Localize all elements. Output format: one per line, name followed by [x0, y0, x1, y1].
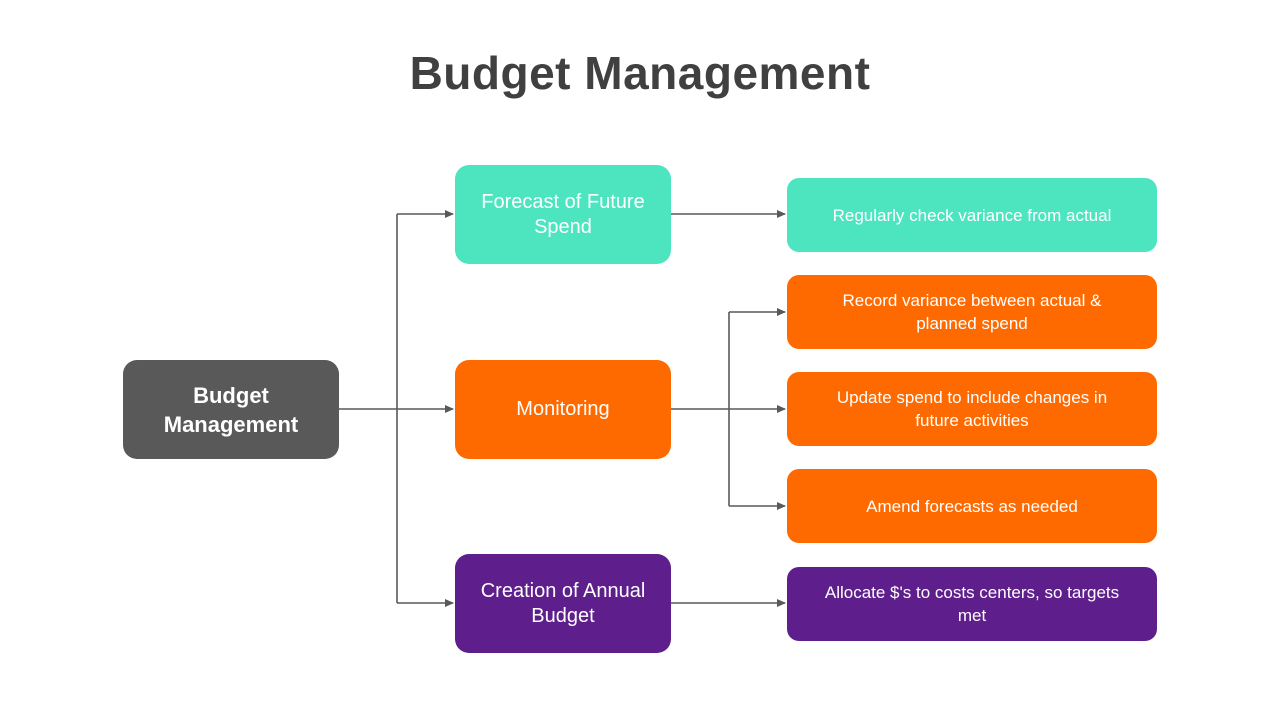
branch-node-creation: Creation of Annual Budget: [455, 554, 671, 653]
leaf-node-label: Allocate $'s to costs centers, so target…: [824, 583, 1120, 625]
branch-node-forecast: Forecast of Future Spend: [455, 165, 671, 264]
leaf-node-label: Amend forecasts as needed: [866, 496, 1078, 516]
leaf-node-check-variance: Regularly check variance from actual: [787, 178, 1157, 252]
root-node: Budget Management: [123, 360, 339, 459]
leaf-node-record-variance: Record variance between actual & planned…: [787, 275, 1157, 349]
root-node-label: Budget Management: [163, 382, 299, 437]
branch-node-label: Creation of Annual Budget: [480, 579, 646, 627]
branch-node-monitoring: Monitoring: [455, 360, 671, 459]
leaf-node-allocate: Allocate $'s to costs centers, so target…: [787, 567, 1157, 641]
leaf-node-label: Regularly check variance from actual: [832, 205, 1112, 225]
page-title: Budget Management: [409, 47, 871, 99]
leaf-node-amend-forecasts: Amend forecasts as needed: [787, 469, 1157, 543]
leaf-node-label: Record variance between actual & planned…: [842, 291, 1102, 333]
leaf-node-update-spend: Update spend to include changes in futur…: [787, 372, 1157, 446]
leaf-node-label: Update spend to include changes in futur…: [836, 388, 1108, 430]
branch-node-label: Forecast of Future Spend: [481, 190, 645, 238]
branch-node-label: Monitoring: [516, 398, 610, 420]
